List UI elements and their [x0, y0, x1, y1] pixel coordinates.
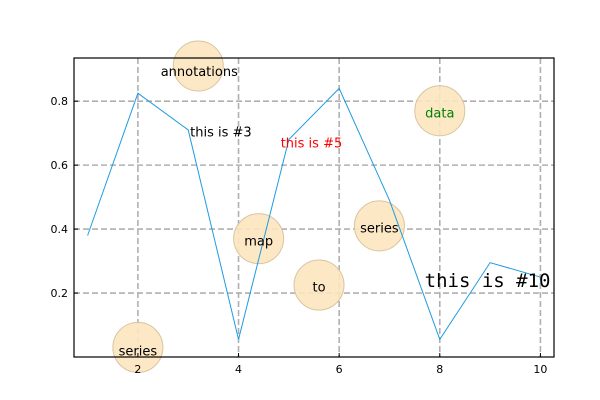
- annotation-label: this is #5: [281, 137, 343, 152]
- annotation-label: series: [119, 345, 158, 360]
- annotation-label: this is #10: [425, 270, 551, 292]
- annotations: annotations this is #3 this is #5 data map se…: [119, 65, 551, 360]
- annotation-label: series: [360, 221, 399, 236]
- bubble-marker: [112, 321, 164, 373]
- plot-lines: [87, 87, 541, 341]
- axis-ticks: 2 4 6 8 10 0.2 0.4 0.6 0.8: [51, 95, 548, 376]
- y-tick-label: 0.4: [51, 223, 69, 236]
- x-tick-label: 10: [533, 363, 547, 376]
- y-tick-label: 0.6: [51, 159, 69, 172]
- annotation-label: annotations: [161, 65, 238, 80]
- bubble-marker: [293, 259, 345, 311]
- axes-frame: [73, 57, 555, 358]
- y-tick-label: 0.8: [51, 95, 69, 108]
- x-tick-label: 4: [235, 363, 242, 376]
- bubbles: [112, 40, 466, 373]
- y-tick-label: 0.2: [51, 287, 69, 300]
- annotation-label: to: [313, 281, 326, 296]
- annotation-label: data: [425, 106, 454, 121]
- grid: [74, 58, 554, 357]
- x-tick-label: 2: [134, 363, 141, 376]
- bubble-marker: [233, 213, 285, 265]
- series-line: [87, 87, 541, 341]
- x-tick-label: 6: [336, 363, 343, 376]
- bubble-marker: [414, 85, 466, 137]
- annotation-label: map: [244, 234, 273, 249]
- annotation-label: this is #3: [190, 126, 252, 141]
- x-tick-label: 8: [436, 363, 443, 376]
- bubble-marker: [172, 40, 224, 92]
- bubble-marker: [353, 200, 405, 252]
